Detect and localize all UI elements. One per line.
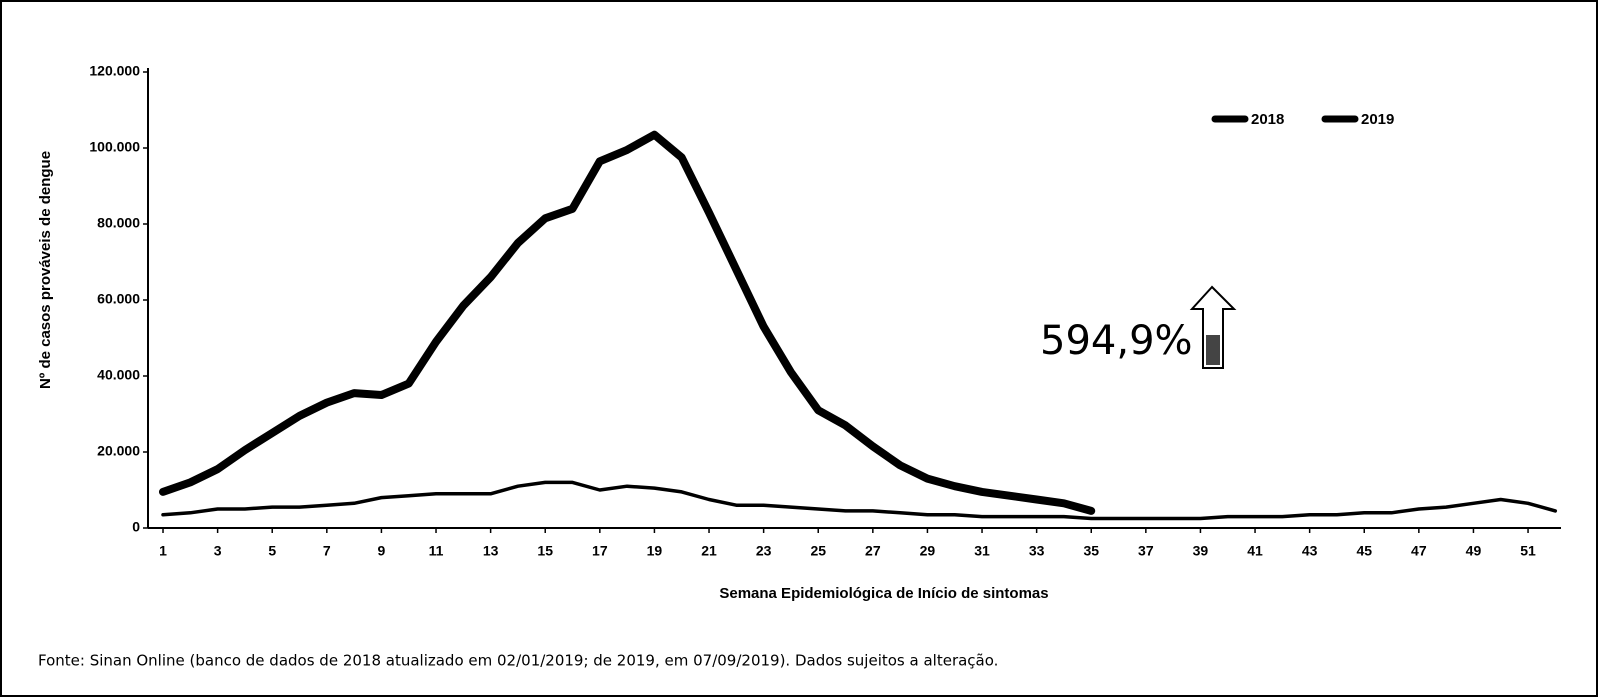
x-tick-label: 13 bbox=[483, 543, 499, 559]
x-tick-label: 11 bbox=[429, 543, 444, 559]
y-tick-label: 0 bbox=[132, 519, 140, 535]
y-tick-label: 60.000 bbox=[97, 291, 140, 307]
arrow-icon bbox=[1189, 285, 1237, 369]
x-tick-label: 47 bbox=[1411, 543, 1427, 559]
x-tick-label: 49 bbox=[1466, 543, 1482, 559]
x-tick-label: 51 bbox=[1520, 543, 1536, 559]
x-tick-label: 27 bbox=[865, 543, 881, 559]
y-tick-label: 120.000 bbox=[89, 63, 140, 79]
x-tick-label: 35 bbox=[1083, 543, 1099, 559]
x-tick-label: 31 bbox=[974, 543, 990, 559]
source-note: Fonte: Sinan Online (banco de dados de 2… bbox=[38, 652, 998, 670]
y-tick-label: 20.000 bbox=[97, 443, 140, 459]
x-tick-label: 45 bbox=[1356, 543, 1372, 559]
x-tick-label: 37 bbox=[1138, 543, 1154, 559]
x-tick-label: 41 bbox=[1247, 543, 1263, 559]
y-tick-label: 80.000 bbox=[97, 215, 140, 231]
legend-label: 2018 bbox=[1251, 111, 1284, 128]
annotation: 594,9% bbox=[1040, 318, 1193, 364]
x-tick-label: 15 bbox=[537, 543, 553, 559]
x-tick-label: 43 bbox=[1302, 543, 1318, 559]
series-line bbox=[159, 130, 1096, 515]
x-tick-label: 25 bbox=[810, 543, 826, 559]
y-tick-label: 40.000 bbox=[97, 367, 140, 383]
x-tick-label: 5 bbox=[268, 543, 276, 559]
series-line bbox=[161, 480, 1558, 521]
x-tick-label: 7 bbox=[323, 543, 331, 559]
x-tick-label: 29 bbox=[920, 543, 936, 559]
x-axis-title: Semana Epidemiológica de Início de sinto… bbox=[719, 585, 1048, 602]
x-tick-label: 23 bbox=[756, 543, 772, 559]
x-tick-label: 19 bbox=[647, 543, 663, 559]
x-tick-label: 9 bbox=[378, 543, 386, 559]
x-tick-label: 33 bbox=[1029, 543, 1045, 559]
x-tick-label: 39 bbox=[1193, 543, 1209, 559]
x-tick-label: 1 bbox=[159, 543, 167, 559]
y-axis-title: Nº de casos prováveis de dengue bbox=[37, 151, 54, 389]
y-tick-label: 100.000 bbox=[89, 139, 140, 155]
x-tick-label: 21 bbox=[701, 543, 717, 559]
legend-label: 2019 bbox=[1361, 111, 1394, 128]
arrow-fill bbox=[1206, 335, 1220, 365]
x-tick-label: 17 bbox=[592, 543, 608, 559]
x-tick-label: 3 bbox=[214, 543, 222, 559]
